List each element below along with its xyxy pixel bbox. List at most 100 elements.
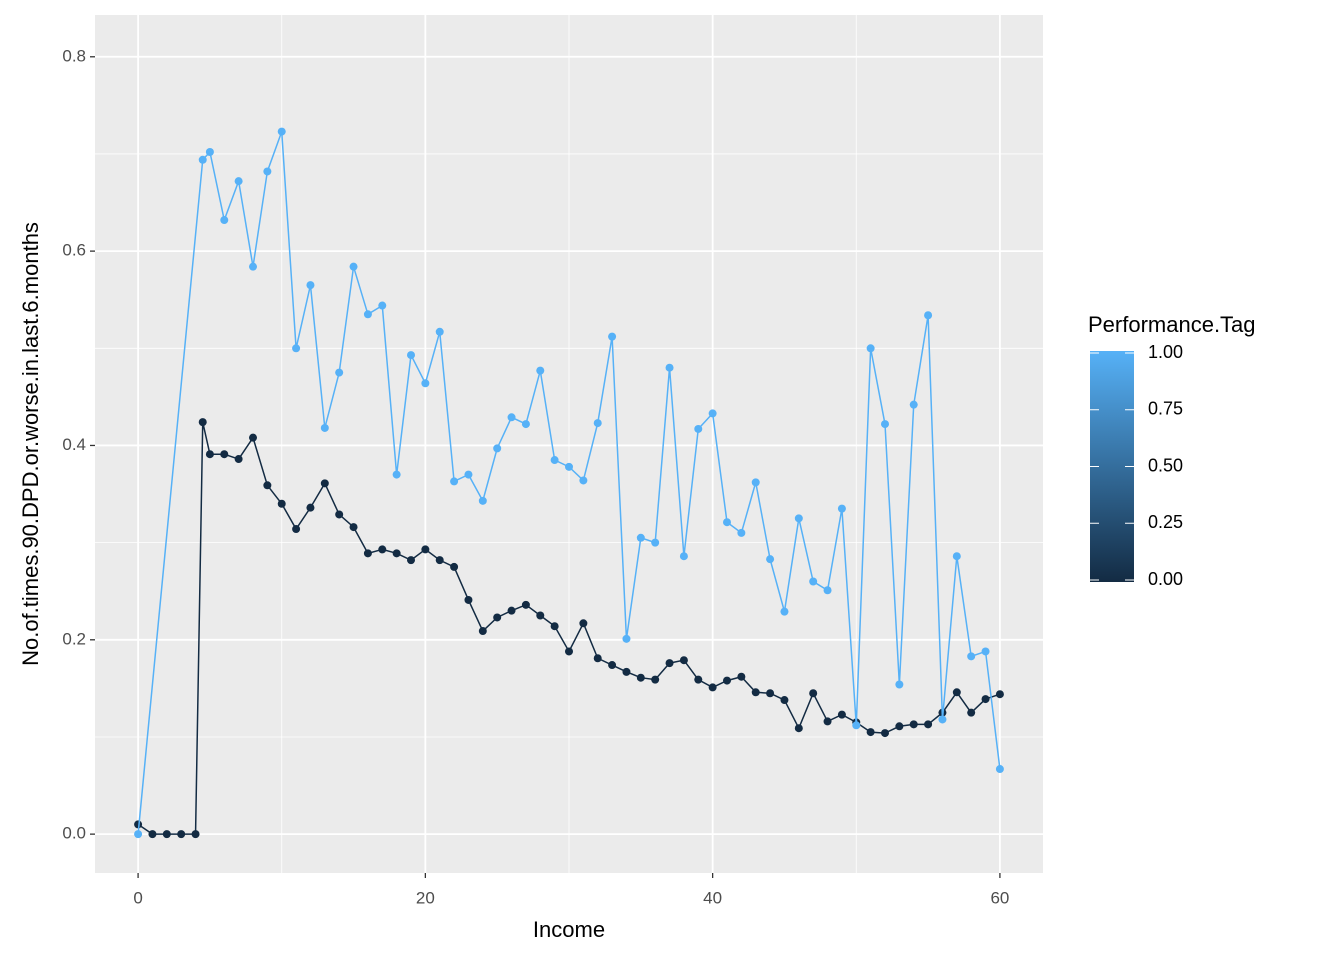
data-point	[148, 830, 157, 839]
data-point	[593, 419, 602, 428]
y-tick-label: 0.2	[62, 629, 86, 648]
data-point	[550, 456, 559, 465]
data-point	[349, 523, 358, 532]
data-point	[320, 423, 329, 432]
colorbar-label: 0.75	[1148, 399, 1183, 419]
data-point	[809, 577, 818, 586]
data-point	[565, 462, 573, 471]
data-point	[837, 504, 846, 513]
x-tick-label: 60	[990, 888, 1009, 907]
data-point	[780, 696, 789, 705]
data-point	[809, 689, 818, 698]
data-point	[521, 600, 530, 609]
data-point	[450, 477, 459, 486]
data-point	[263, 167, 272, 176]
data-point	[550, 622, 559, 631]
x-tick-label: 0	[133, 888, 142, 907]
data-point	[924, 720, 933, 729]
data-point	[837, 710, 846, 719]
data-point	[766, 555, 775, 564]
colorbar-label: 0.00	[1148, 569, 1183, 589]
data-point	[407, 556, 415, 565]
data-point	[263, 481, 272, 490]
data-point	[952, 552, 961, 561]
data-point	[392, 470, 401, 479]
data-point	[967, 652, 976, 661]
data-point	[277, 127, 286, 136]
data-point	[134, 820, 143, 829]
data-point	[177, 830, 186, 839]
data-point	[306, 503, 315, 512]
data-point	[493, 613, 502, 622]
data-point	[679, 656, 688, 665]
data-point	[478, 627, 487, 636]
data-point	[751, 478, 760, 487]
data-point	[665, 363, 674, 372]
data-point	[507, 413, 516, 422]
data-point	[636, 533, 645, 542]
data-point	[766, 689, 775, 698]
data-point	[363, 310, 372, 319]
data-point	[924, 311, 933, 320]
y-tick-label: 0.6	[62, 241, 86, 260]
data-point	[909, 720, 918, 729]
data-point	[536, 611, 545, 620]
data-point	[737, 528, 746, 537]
data-point	[579, 619, 588, 628]
data-point	[464, 470, 473, 479]
data-point	[708, 409, 717, 418]
data-point	[737, 672, 746, 681]
data-point	[134, 830, 143, 839]
data-point	[708, 683, 717, 692]
x-tick-label: 20	[416, 888, 435, 907]
legend-title: Performance.Tag	[1088, 312, 1256, 337]
colorbar-label: 1.00	[1148, 342, 1183, 362]
data-point	[579, 476, 588, 485]
data-point	[335, 368, 344, 377]
y-tick-label: 0.8	[62, 46, 86, 65]
data-point	[895, 680, 904, 689]
data-point	[249, 433, 257, 442]
y-axis-title: No.of.times.90.DPD.or.worse.in.last.6.mo…	[18, 222, 43, 666]
data-point	[464, 595, 473, 604]
data-point	[521, 420, 530, 429]
data-point	[378, 301, 387, 310]
data-point	[198, 418, 207, 427]
data-point	[952, 688, 961, 697]
data-point	[794, 514, 803, 523]
data-point	[306, 281, 315, 290]
data-point	[335, 510, 344, 519]
data-point	[478, 496, 487, 505]
data-point	[392, 549, 401, 558]
data-point	[723, 518, 731, 527]
data-point	[823, 717, 832, 726]
y-tick-label: 0.0	[62, 824, 86, 843]
data-point	[995, 765, 1004, 774]
data-point	[780, 607, 789, 616]
data-point	[981, 695, 990, 704]
data-point	[493, 444, 502, 453]
data-point	[881, 420, 889, 429]
data-point	[378, 545, 387, 554]
data-point	[565, 647, 573, 656]
colorbar-label: 0.50	[1148, 455, 1183, 475]
data-point	[995, 690, 1004, 699]
data-point	[220, 216, 229, 225]
colorbar-label: 0.25	[1148, 512, 1183, 532]
data-point	[507, 606, 516, 615]
data-point	[407, 351, 415, 360]
data-point	[435, 556, 444, 565]
y-tick-label: 0.4	[62, 435, 86, 454]
data-point	[823, 586, 832, 595]
data-point	[249, 262, 257, 271]
data-point	[866, 344, 875, 353]
data-point	[636, 673, 645, 682]
data-point	[694, 675, 703, 684]
data-point	[938, 715, 947, 724]
data-point	[651, 538, 660, 547]
data-point	[234, 455, 243, 464]
data-point	[881, 729, 889, 738]
data-point	[622, 634, 631, 643]
data-point	[198, 155, 207, 164]
